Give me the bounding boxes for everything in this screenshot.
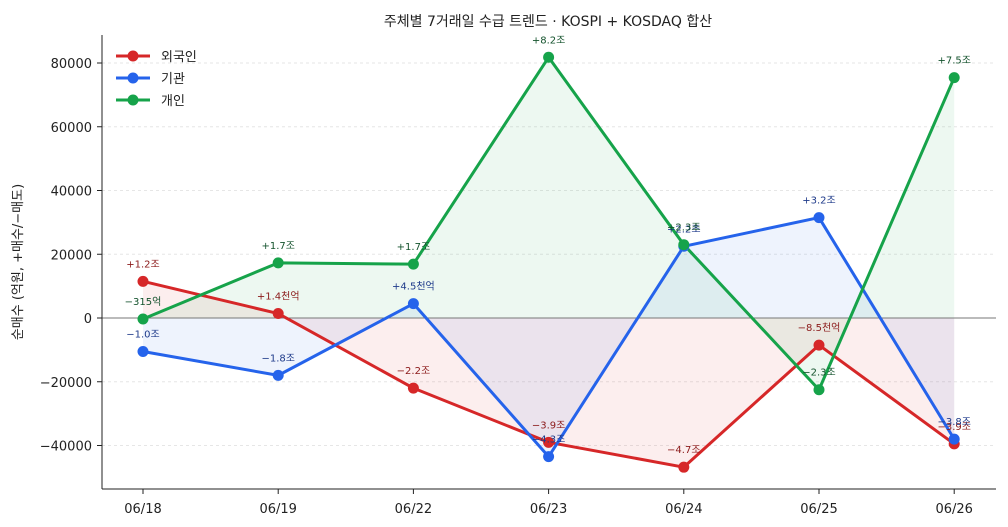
grid-lines <box>102 62 996 446</box>
data-label: −4.7조 <box>667 445 700 456</box>
y-tick-label: 60000 <box>51 121 92 136</box>
legend-marker <box>127 50 139 62</box>
series-fills <box>143 57 955 468</box>
y-tick-label: 20000 <box>51 248 92 263</box>
data-label: −3.9조 <box>532 420 565 431</box>
x-tick-label: 06/22 <box>395 502 432 517</box>
x-ticks: 06/18 06/19 06/22 06/23 06/24 06/25 06/26 <box>124 489 973 517</box>
x-tick-label: 06/26 <box>935 502 972 517</box>
legend-label: 외국인 <box>161 50 197 65</box>
y-tick-label: 0 <box>84 312 92 327</box>
data-label: +2.3조 <box>667 223 700 234</box>
x-tick-label: 06/23 <box>530 502 567 517</box>
data-label: +2.2조 <box>667 224 700 235</box>
data-point <box>407 382 419 394</box>
data-label: −3.8조 <box>937 417 970 428</box>
series-points <box>137 51 960 473</box>
data-label: −8.5천억 <box>798 322 841 334</box>
data-point <box>543 436 555 448</box>
data-label: +7.5조 <box>937 56 970 67</box>
series-fill-0 <box>143 281 955 468</box>
data-point <box>813 212 825 224</box>
data-point <box>948 72 960 84</box>
x-tick-label: 06/25 <box>800 502 837 517</box>
data-label: +1.4천억 <box>257 291 300 303</box>
x-tick-label: 06/18 <box>124 502 161 517</box>
data-label: +1.7조 <box>261 241 294 252</box>
data-label: −2.2조 <box>397 366 430 377</box>
data-point <box>137 313 149 325</box>
legend-marker <box>127 94 139 106</box>
data-point <box>272 369 284 381</box>
x-tick-label: 06/19 <box>259 502 296 517</box>
legend-marker <box>127 72 139 84</box>
y-tick-label: 40000 <box>51 185 92 200</box>
data-point <box>678 239 690 251</box>
data-point <box>543 451 555 463</box>
x-tick-label: 06/24 <box>665 502 702 517</box>
y-axis-label: 순매수 (억원, +매수/−매도) <box>11 184 26 340</box>
legend-label: 기관 <box>161 72 185 87</box>
data-point <box>272 257 284 269</box>
data-label: −1.8조 <box>261 353 294 364</box>
data-point <box>272 308 284 320</box>
data-point <box>813 384 825 396</box>
data-point <box>407 298 419 310</box>
data-label: −2.3조 <box>802 368 835 379</box>
y-tick-label: −40000 <box>40 440 92 455</box>
legend-label: 개인 <box>161 94 185 109</box>
series-fill-1 <box>143 217 955 457</box>
series-fill-2 <box>143 57 955 390</box>
y-ticks: −40000 −20000 0 20000 40000 60000 80000 <box>40 57 102 455</box>
data-point <box>678 461 690 473</box>
data-label: +1.2조 <box>126 259 159 270</box>
data-label: +4.5천억 <box>392 281 435 293</box>
y-tick-label: 80000 <box>51 57 92 72</box>
data-label: +8.2조 <box>532 35 565 46</box>
data-point <box>137 345 149 357</box>
data-point <box>948 433 960 445</box>
data-point <box>813 339 825 351</box>
y-tick-label: −20000 <box>40 376 92 391</box>
data-point <box>543 51 555 63</box>
data-point <box>137 275 149 287</box>
data-label: +3.2조 <box>802 196 835 207</box>
data-label: +1.7조 <box>397 242 430 253</box>
data-label: −315억 <box>125 296 162 308</box>
data-label: −4.3조 <box>532 435 565 446</box>
data-labels: +1.2조 +1.4천억 −2.2조 −3.9조 −4.7조 −8.5천억 −3.9조 −1.… <box>125 35 971 456</box>
chart-title: 주체별 7거래일 수급 트렌드 · KOSPI + KOSDAQ 합산 <box>384 14 712 30</box>
data-label: −3.9조 <box>937 422 970 433</box>
data-label: −1.0조 <box>126 329 159 340</box>
data-point <box>407 258 419 270</box>
